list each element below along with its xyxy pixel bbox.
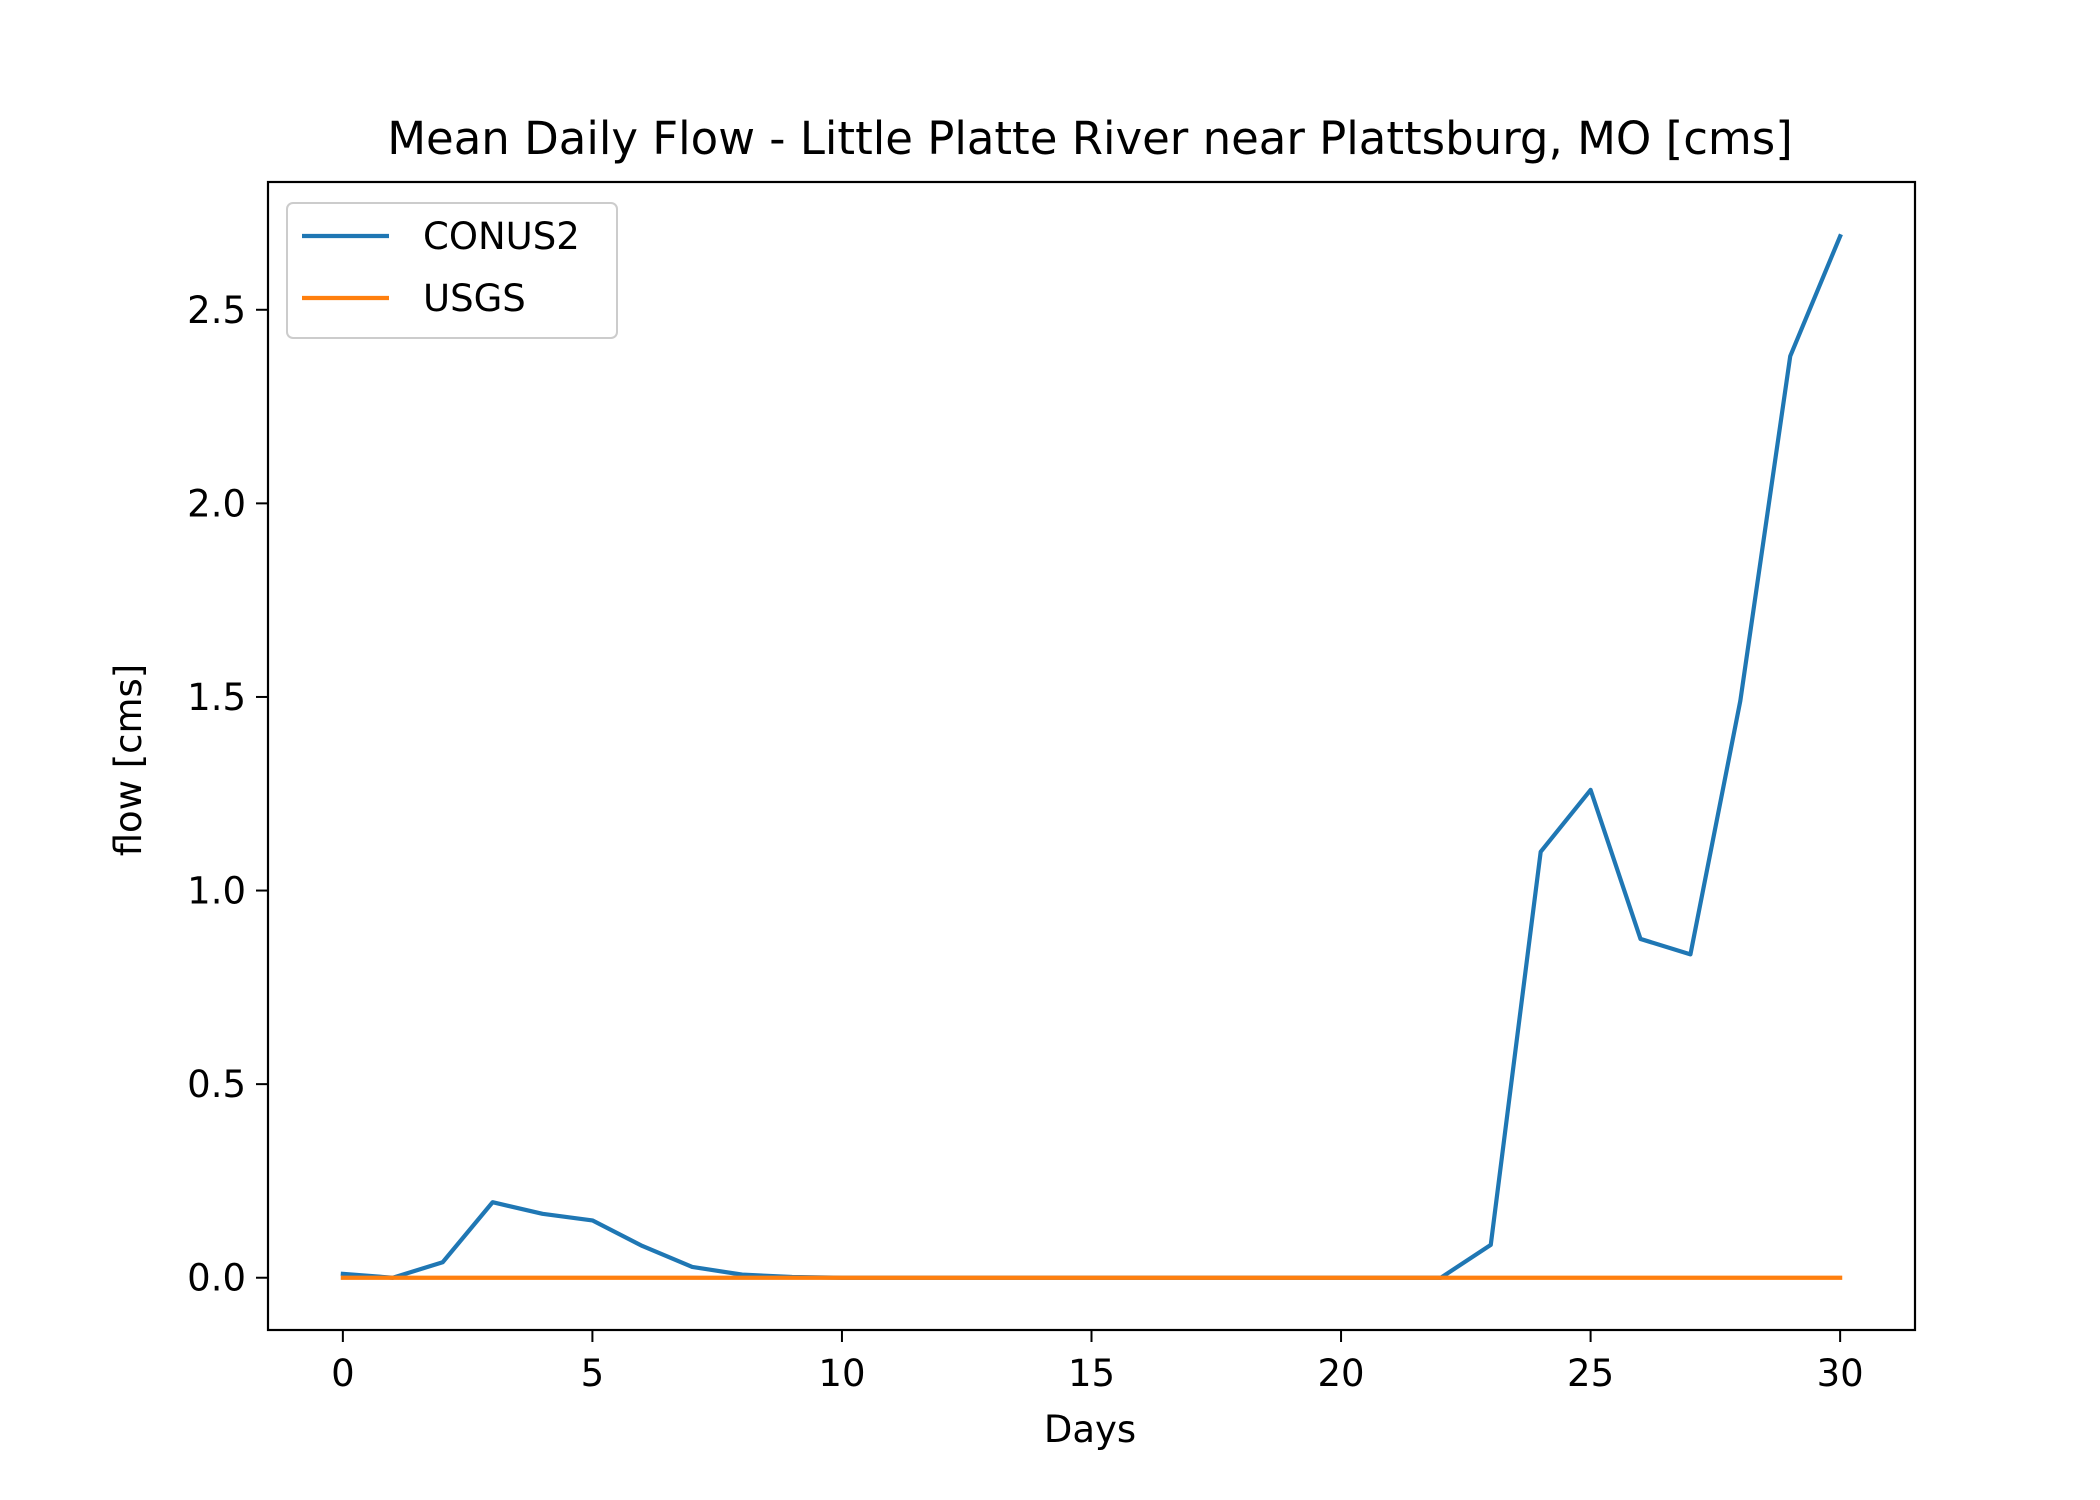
x-axis-label: Days (1044, 1408, 1136, 1451)
x-tick-label: 5 (581, 1352, 605, 1395)
y-axis-label: flow [cms] (107, 664, 150, 857)
legend-label-conus2: CONUS2 (423, 215, 580, 258)
y-tick-label: 1.0 (187, 870, 246, 913)
x-axis-ticks: 0 5 10 15 20 25 30 (331, 1330, 1864, 1395)
legend-label-usgs: USGS (423, 277, 526, 320)
y-tick-label: 0.0 (187, 1257, 246, 1300)
y-tick-label: 2.0 (187, 482, 246, 525)
x-tick-label: 10 (818, 1352, 865, 1395)
x-tick-label: 15 (1068, 1352, 1115, 1395)
y-tick-label: 2.5 (187, 289, 246, 332)
y-axis-ticks: 0.0 0.5 1.0 1.5 2.0 2.5 (187, 289, 268, 1300)
x-tick-label: 30 (1817, 1352, 1864, 1395)
y-tick-label: 1.5 (187, 676, 246, 719)
y-tick-label: 0.5 (187, 1063, 246, 1106)
chart-title: Mean Daily Flow - Little Platte River ne… (387, 112, 1793, 165)
x-tick-label: 20 (1317, 1352, 1364, 1395)
legend: CONUS2 USGS (286, 202, 618, 339)
x-tick-label: 0 (331, 1352, 355, 1395)
x-tick-label: 25 (1567, 1352, 1614, 1395)
